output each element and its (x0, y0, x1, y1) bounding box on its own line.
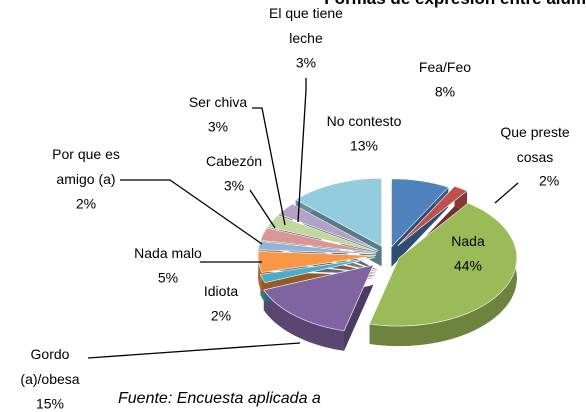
slice (267, 214, 378, 253)
slice (260, 227, 377, 254)
value-label: 3% (208, 119, 228, 135)
slice-label: Ser chiva (189, 94, 248, 110)
slice-wall (263, 289, 345, 351)
slice-label: Idiota (204, 283, 238, 299)
value-label: 2% (76, 196, 96, 212)
slice (369, 202, 518, 327)
slice-label: No contesto (327, 113, 402, 129)
leader-line (494, 182, 519, 204)
slice-wall (258, 251, 262, 293)
leader-lines (87, 78, 519, 359)
slice-label: Nada malo (134, 245, 202, 261)
value-label: 2% (211, 308, 231, 324)
slice-label: Gordo (a)/obesa (20, 346, 79, 387)
slice-label: Cabezón (206, 153, 262, 169)
slice (257, 241, 377, 255)
slice-label: Que preste cosas (500, 124, 569, 165)
slice (295, 177, 382, 247)
value-label: 13% (350, 138, 378, 154)
slice (278, 203, 379, 251)
leader-line (120, 179, 263, 245)
slice-label: Por que es amigo (a) (52, 146, 120, 187)
value-label: 3% (224, 178, 244, 194)
source-note: Fuente: Encuesta aplicada a (118, 390, 321, 407)
slice-label: Fea/Feo (419, 59, 471, 75)
value-label: 8% (435, 84, 455, 100)
slice-wall (369, 203, 517, 347)
slice-label: Nada (451, 233, 485, 249)
pie (257, 177, 518, 351)
slice (263, 264, 374, 332)
value-label: 15% (36, 396, 64, 412)
value-label: 3% (296, 55, 316, 71)
value-label: 2% (539, 173, 559, 189)
slice (259, 257, 375, 283)
value-label: 44% (454, 258, 482, 274)
leader-line (252, 107, 286, 226)
leader-line (297, 78, 307, 223)
value-label: 5% (158, 270, 178, 286)
slice-label: El que tiene leche (269, 5, 343, 46)
leader-line (87, 342, 301, 359)
slice (391, 178, 449, 248)
leader-line (249, 189, 276, 229)
slice (397, 185, 468, 247)
chart-title: Formas de expresión entre alum (324, 0, 586, 8)
